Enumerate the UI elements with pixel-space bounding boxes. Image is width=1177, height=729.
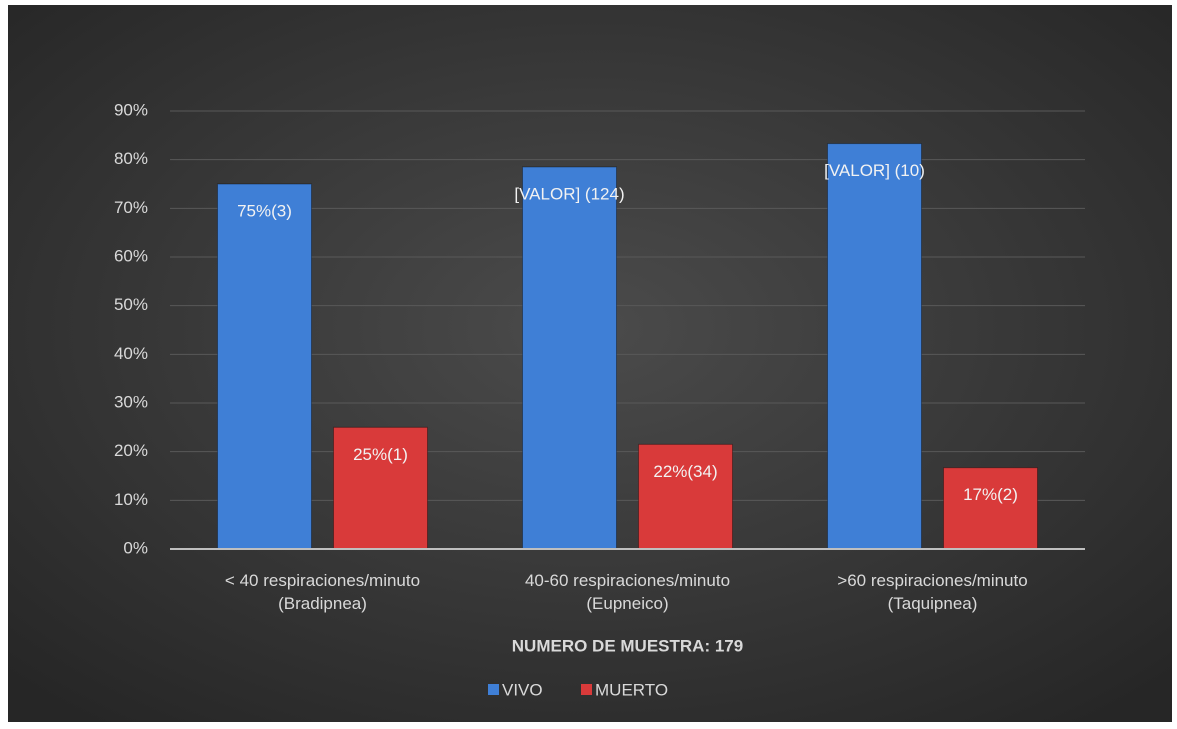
- bar: [522, 166, 617, 550]
- legend-marker: [488, 684, 499, 695]
- y-tick-label: 90%: [114, 100, 148, 119]
- value-label: 17%(2): [963, 485, 1018, 504]
- value-label: [VALOR] (10): [824, 161, 925, 180]
- y-tick-label: 0%: [123, 538, 148, 557]
- x-tick-label: 40-60 respiraciones/minuto (Eupneico): [525, 571, 730, 613]
- value-label: 22%(34): [653, 462, 717, 481]
- bar: [638, 443, 733, 550]
- y-tick-label: 20%: [114, 441, 148, 460]
- y-tick-label: 10%: [114, 490, 148, 509]
- value-label: [VALOR] (124): [514, 184, 624, 203]
- y-tick-label: 60%: [114, 246, 148, 265]
- y-tick-label: 50%: [114, 295, 148, 314]
- bar: [217, 183, 312, 550]
- y-tick-label: 70%: [114, 198, 148, 217]
- x-axis-title: NUMERO DE MUESTRA: 179: [512, 636, 743, 655]
- legend-marker: [581, 684, 592, 695]
- legend-label: VIVO: [502, 680, 543, 699]
- bar: [333, 426, 428, 550]
- y-tick-label: 30%: [114, 392, 148, 411]
- legend-label: MUERTO: [595, 680, 668, 699]
- y-tick-label: 80%: [114, 149, 148, 168]
- x-tick-label: < 40 respiraciones/minuto (Bradipnea): [225, 571, 420, 613]
- value-label: 75%(3): [237, 201, 292, 220]
- y-tick-label: 40%: [114, 344, 148, 363]
- x-tick-label: >60 respiraciones/minuto (Taquipnea): [837, 571, 1027, 613]
- bar: [943, 467, 1038, 550]
- bar: [827, 143, 922, 550]
- value-label: 25%(1): [353, 445, 408, 464]
